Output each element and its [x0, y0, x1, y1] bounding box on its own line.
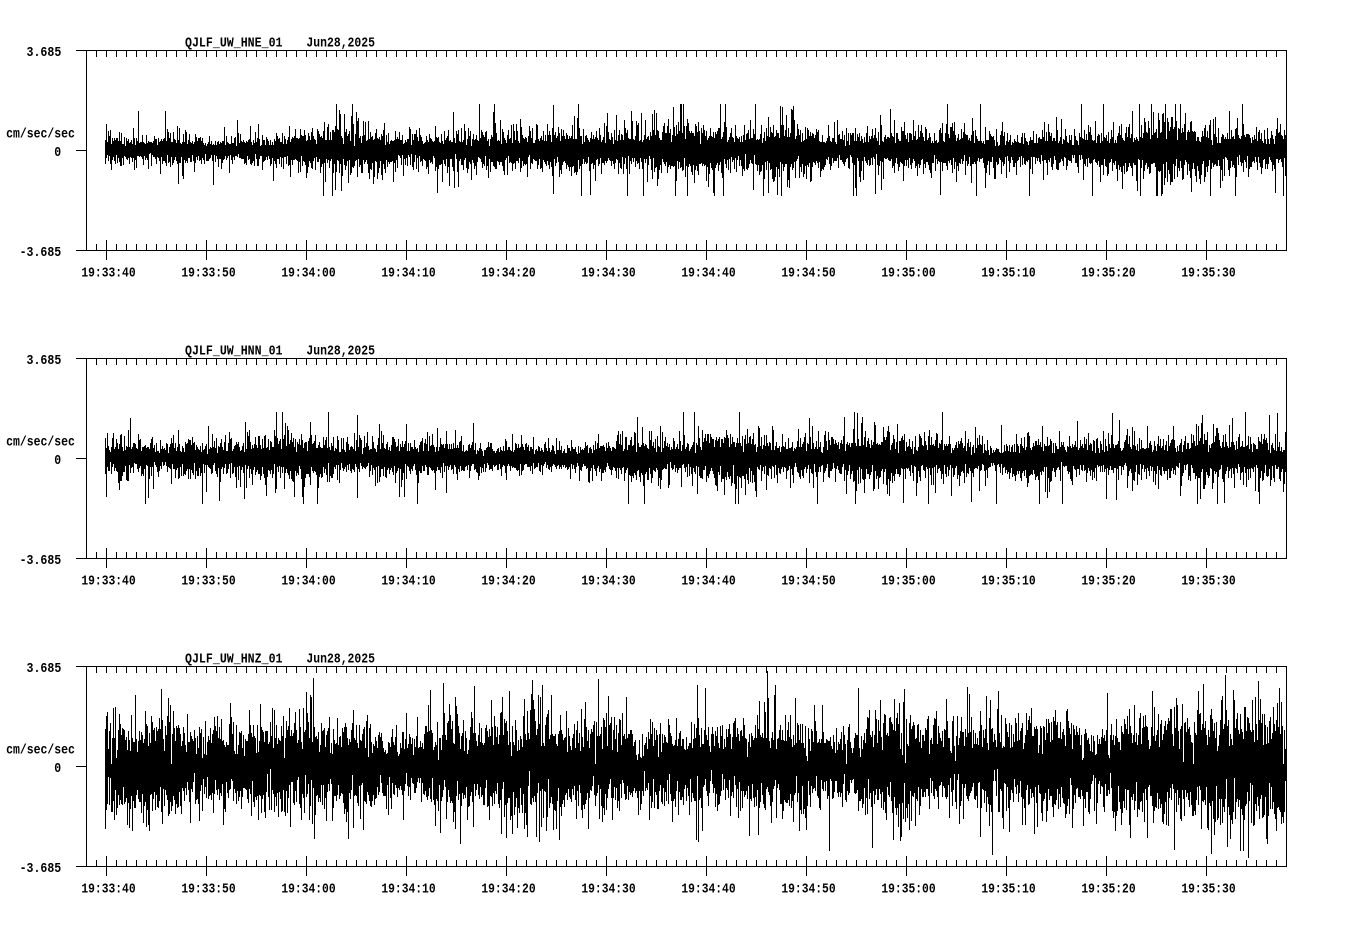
svg-text:-3.685: -3.685 [20, 862, 62, 877]
svg-text:19:34:50: 19:34:50 [781, 575, 835, 590]
svg-text:Jun28,2025: Jun28,2025 [306, 36, 375, 51]
svg-text:19:34:10: 19:34:10 [381, 883, 435, 898]
svg-text:3.685: 3.685 [27, 46, 62, 61]
svg-text:19:35:10: 19:35:10 [981, 267, 1035, 282]
svg-text:19:33:40: 19:33:40 [81, 575, 135, 590]
svg-text:19:34:00: 19:34:00 [281, 883, 335, 898]
svg-text:19:35:00: 19:35:00 [881, 575, 935, 590]
svg-text:19:35:30: 19:35:30 [1181, 575, 1235, 590]
svg-text:19:34:40: 19:34:40 [681, 883, 735, 898]
svg-text:3.685: 3.685 [27, 662, 62, 677]
svg-text:19:35:00: 19:35:00 [881, 267, 935, 282]
svg-text:19:35:20: 19:35:20 [1081, 575, 1135, 590]
svg-text:cm/sec/sec: cm/sec/sec [6, 742, 75, 758]
svg-text:19:34:40: 19:34:40 [681, 267, 735, 282]
svg-text:19:33:50: 19:33:50 [181, 575, 235, 590]
svg-text:-3.685: -3.685 [20, 554, 62, 569]
svg-text:0: 0 [54, 146, 61, 161]
svg-text:19:33:50: 19:33:50 [181, 267, 235, 282]
svg-text:19:34:10: 19:34:10 [381, 267, 435, 282]
svg-text:19:34:20: 19:34:20 [481, 883, 535, 898]
svg-text:QJLF_UW_HNE_01: QJLF_UW_HNE_01 [185, 36, 283, 51]
svg-text:19:35:30: 19:35:30 [1181, 267, 1235, 282]
svg-text:-3.685: -3.685 [20, 246, 62, 261]
svg-text:19:33:50: 19:33:50 [181, 883, 235, 898]
svg-text:19:34:00: 19:34:00 [281, 575, 335, 590]
svg-text:19:33:40: 19:33:40 [81, 883, 135, 898]
svg-text:19:35:00: 19:35:00 [881, 883, 935, 898]
svg-text:19:34:30: 19:34:30 [581, 575, 635, 590]
svg-text:19:34:20: 19:34:20 [481, 575, 535, 590]
svg-text:QJLF_UW_HNZ_01: QJLF_UW_HNZ_01 [185, 652, 283, 667]
svg-text:0: 0 [54, 454, 61, 469]
svg-text:19:34:30: 19:34:30 [581, 883, 635, 898]
svg-text:Jun28,2025: Jun28,2025 [306, 344, 375, 359]
svg-text:19:34:20: 19:34:20 [481, 267, 535, 282]
svg-text:19:34:30: 19:34:30 [581, 267, 635, 282]
svg-text:QJLF_UW_HNN_01: QJLF_UW_HNN_01 [185, 344, 283, 359]
svg-text:19:35:20: 19:35:20 [1081, 883, 1135, 898]
svg-text:0: 0 [54, 762, 61, 777]
svg-text:19:34:00: 19:34:00 [281, 267, 335, 282]
svg-text:3.685: 3.685 [27, 354, 62, 369]
svg-text:19:34:10: 19:34:10 [381, 575, 435, 590]
svg-text:cm/sec/sec: cm/sec/sec [6, 434, 75, 450]
svg-text:19:35:30: 19:35:30 [1181, 883, 1235, 898]
svg-text:Jun28,2025: Jun28,2025 [306, 652, 375, 667]
svg-text:19:34:50: 19:34:50 [781, 883, 835, 898]
svg-text:19:34:50: 19:34:50 [781, 267, 835, 282]
svg-text:cm/sec/sec: cm/sec/sec [6, 126, 75, 142]
svg-text:19:33:40: 19:33:40 [81, 267, 135, 282]
svg-text:19:35:20: 19:35:20 [1081, 267, 1135, 282]
svg-text:19:34:40: 19:34:40 [681, 575, 735, 590]
svg-text:19:35:10: 19:35:10 [981, 883, 1035, 898]
svg-text:19:35:10: 19:35:10 [981, 575, 1035, 590]
